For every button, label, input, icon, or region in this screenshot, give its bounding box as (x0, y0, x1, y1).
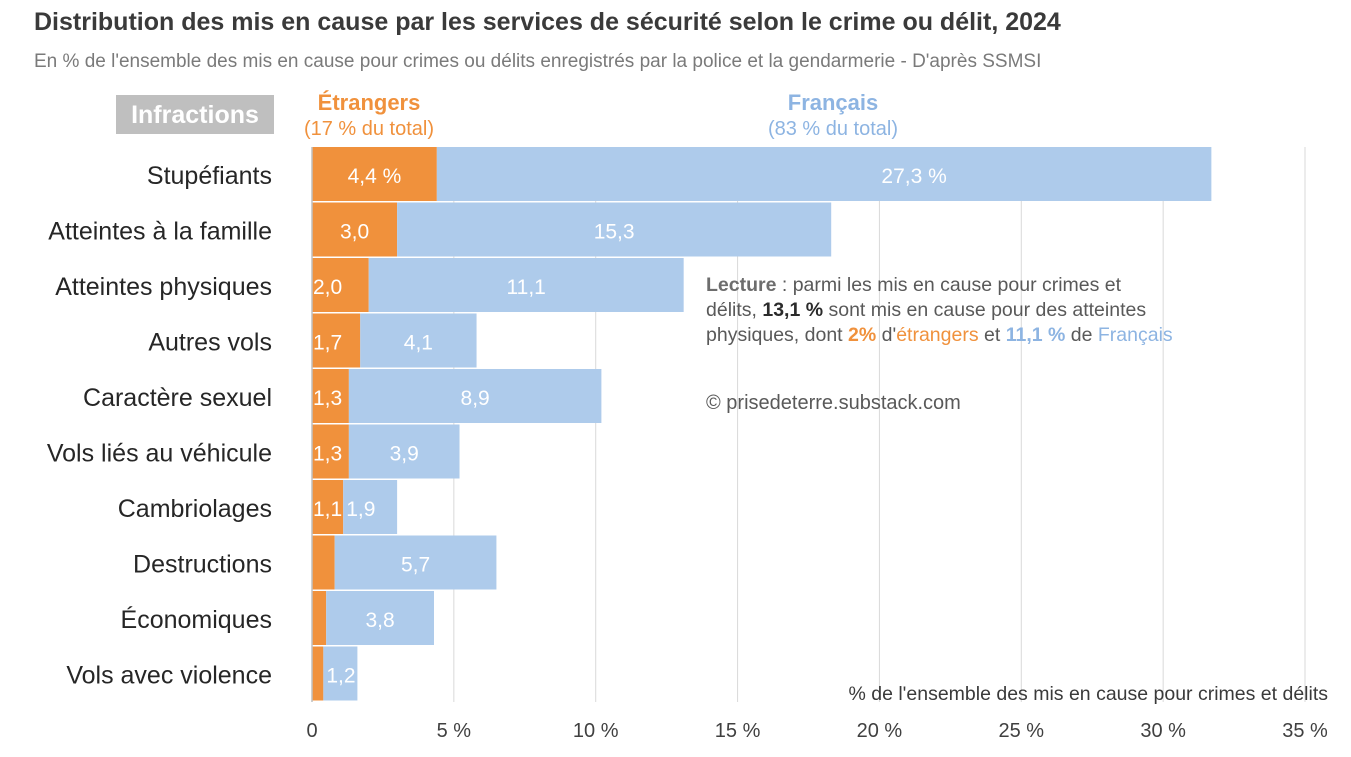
bar-etrangers (312, 369, 349, 423)
data-label-etrangers: 1,3 (313, 442, 342, 465)
note-etrangers-value: 2% (848, 324, 877, 346)
data-label-etrangers: 1,7 (313, 331, 342, 354)
note-etrangers-word: étrangers (896, 324, 979, 346)
chart-title: Distribution des mis en cause par les se… (34, 8, 1061, 36)
bar-francais (326, 591, 434, 645)
x-tick-label: 5 % (437, 720, 472, 742)
bar-francais (360, 313, 477, 368)
x-tick-label: 10 % (573, 720, 619, 742)
category-label: Atteintes à la famille (48, 217, 272, 245)
note-part-2: sont mis en cause pour des atteintes phy… (706, 299, 1147, 346)
note-total-value: 13,1 % (762, 299, 824, 321)
data-label-etrangers: 3,0 (340, 220, 369, 243)
bar-francais (348, 369, 602, 423)
data-label-francais: 1,2 (326, 664, 355, 687)
data-label-francais: 27,3 % (881, 165, 946, 188)
data-label-francais: 15,3 (594, 220, 635, 243)
category-label: Stupéfiants (147, 162, 272, 190)
legend-etrangers-name: Étrangers (318, 90, 421, 115)
data-label-francais: 5,7 (401, 553, 430, 576)
bar-francais (343, 480, 398, 534)
bar-etrangers (312, 313, 361, 368)
bar-etrangers (312, 147, 437, 201)
note-part-3: d' (876, 324, 897, 346)
x-tick-label: 30 % (1140, 720, 1186, 742)
data-label-francais: 1,9 (346, 498, 375, 521)
category-label: Vols avec violence (66, 661, 272, 689)
reading-note: Lecture : parmi les mis en cause pour cr… (706, 273, 1176, 348)
x-tick-label: 20 % (857, 720, 903, 742)
bar-etrangers (312, 202, 398, 257)
category-label: Économiques (121, 605, 272, 634)
chart-subtitle: En % de l'ensemble des mis en cause pour… (34, 51, 1042, 72)
data-label-francais: 3,9 (390, 442, 419, 465)
category-label: Destructions (133, 550, 272, 578)
note-part-4: et (978, 324, 1006, 346)
bar-etrangers (312, 424, 349, 479)
note-part-5: de (1065, 324, 1098, 346)
data-label-francais: 8,9 (461, 387, 490, 410)
copyright-text: © prisedeterre.substack.com (706, 392, 961, 414)
data-label-etrangers: 1,1 (313, 498, 342, 521)
bar-etrangers (312, 535, 335, 590)
legend-francais-name: Français (788, 90, 879, 115)
data-label-francais: 11,1 (507, 276, 546, 299)
data-label-etrangers: 1,3 (313, 387, 342, 410)
bar-etrangers (312, 258, 369, 312)
bar-francais (436, 147, 1212, 201)
bar-francais (397, 202, 832, 257)
category-header-box (116, 95, 274, 134)
bar-francais (334, 535, 497, 590)
category-label: Atteintes physiques (55, 273, 272, 301)
data-label-etrangers: 2,0 (313, 276, 342, 299)
note-francais-word: Français (1097, 324, 1173, 346)
bar-etrangers (312, 480, 344, 534)
category-label: Vols liés au véhicule (47, 439, 272, 467)
bar-francais (323, 646, 358, 701)
category-header-label: Infractions (131, 101, 259, 129)
data-label-francais: 3,8 (365, 609, 394, 632)
x-tick-label: 15 % (715, 720, 761, 742)
x-axis-label: % de l'ensemble des mis en cause pour cr… (848, 683, 1328, 705)
note-lecture: Lecture (706, 274, 777, 296)
data-label-etrangers: 4,4 % (348, 165, 402, 188)
category-label: Caractère sexuel (83, 384, 272, 412)
note-part-1: : parmi les mis en cause pour crimes et … (706, 274, 1122, 321)
category-label: Autres vols (148, 328, 272, 356)
legend-etrangers-share: (17 % du total) (304, 118, 434, 140)
bar-etrangers (312, 646, 324, 701)
note-francais-value: 11,1 % (1005, 324, 1066, 346)
bar-francais (348, 424, 460, 479)
x-tick-label: 25 % (998, 720, 1044, 742)
x-tick-label: 0 (306, 720, 317, 742)
legend-francais-share: (83 % du total) (768, 118, 898, 140)
data-label-francais: 4,1 (404, 331, 433, 354)
category-label: Cambriolages (118, 495, 272, 523)
bar-francais (368, 258, 684, 312)
bar-etrangers (312, 591, 327, 645)
x-tick-label: 35 % (1282, 720, 1328, 742)
